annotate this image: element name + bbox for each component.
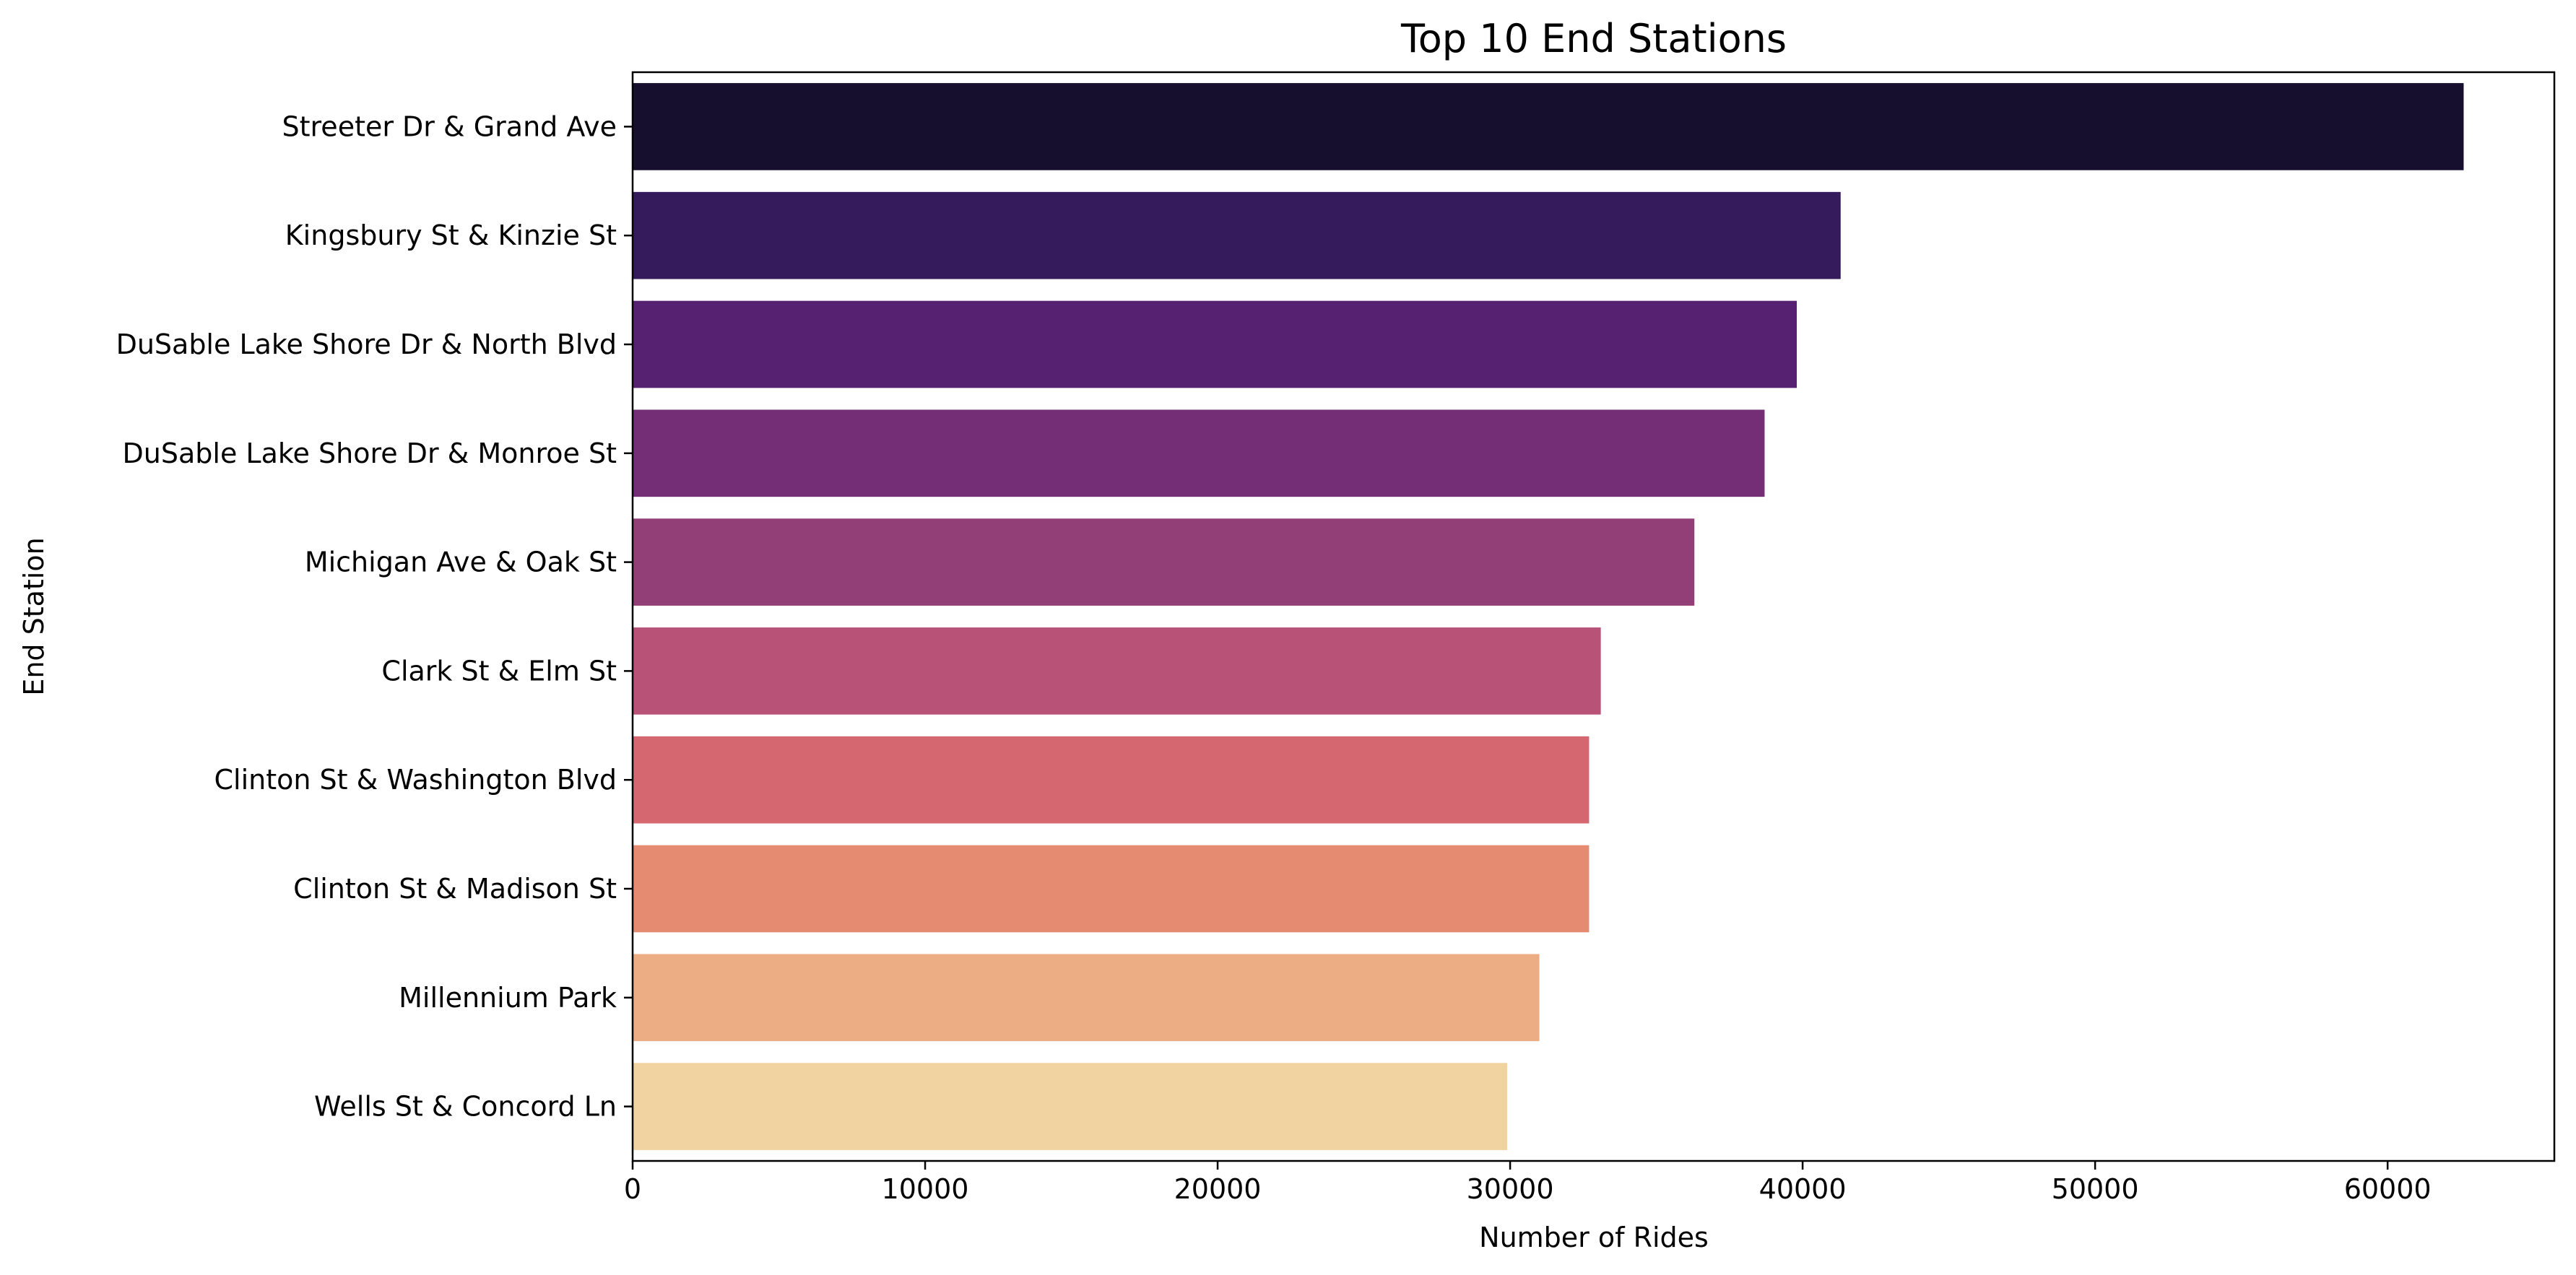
y-axis-label: End Station <box>18 537 50 695</box>
bar-0 <box>633 83 2464 170</box>
y-tick-label-2: DuSable Lake Shore Dr & North Blvd <box>116 328 617 360</box>
x-tick-label-6: 60000 <box>2344 1173 2432 1205</box>
chart-title: Top 10 End Stations <box>1400 16 1787 61</box>
x-tick-label-2: 20000 <box>1174 1173 1262 1205</box>
bar-9 <box>633 1063 1508 1150</box>
y-tick-label-3: DuSable Lake Shore Dr & Monroe St <box>123 438 617 469</box>
plot-frame <box>631 71 2556 1162</box>
y-axis-ticks: Streeter Dr & Grand Ave Kingsbury St & Ki… <box>116 110 633 1123</box>
x-tick-label-3: 30000 <box>1467 1173 1554 1205</box>
x-tick-label-4: 40000 <box>1759 1173 1847 1205</box>
bar-1 <box>633 191 1841 279</box>
x-tick-label-1: 10000 <box>882 1173 969 1205</box>
bar-4 <box>633 518 1695 606</box>
bar-6 <box>633 736 1590 824</box>
bar-7 <box>633 845 1590 933</box>
x-axis-ticks: 0 10000 20000 30000 40000 50000 60000 <box>624 1161 2432 1205</box>
y-tick-label-9: Wells St & Concord Ln <box>314 1091 617 1123</box>
y-tick-label-6: Clinton St & Washington Blvd <box>214 764 617 796</box>
y-tick-label-4: Michigan Ave & Oak St <box>305 547 617 578</box>
x-axis-label: Number of Rides <box>1479 1222 1709 1253</box>
bar-3 <box>633 409 1765 497</box>
bar-8 <box>633 954 1540 1042</box>
bar-5 <box>633 627 1601 715</box>
bar-2 <box>633 300 1797 388</box>
y-tick-label-5: Clark St & Elm St <box>381 655 617 687</box>
y-tick-label-7: Clinton St & Madison St <box>293 873 617 905</box>
x-tick-label-0: 0 <box>624 1173 641 1205</box>
y-tick-label-0: Streeter Dr & Grand Ave <box>282 110 617 142</box>
x-tick-label-5: 50000 <box>2052 1173 2139 1205</box>
y-tick-label-8: Millennium Park <box>399 982 617 1014</box>
y-tick-label-1: Kingsbury St & Kinzie St <box>285 219 617 251</box>
bars-layer <box>633 83 2464 1150</box>
